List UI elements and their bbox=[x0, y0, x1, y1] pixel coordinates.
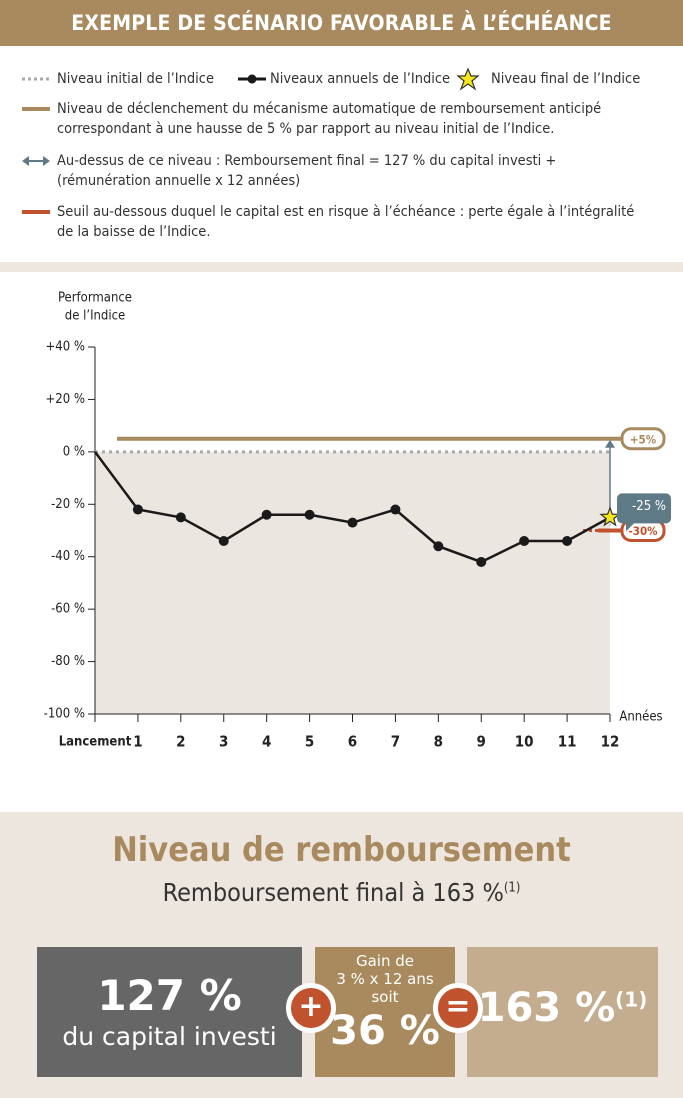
level-badge bbox=[620, 427, 666, 451]
data-point bbox=[562, 535, 573, 546]
box-gain-line: soit bbox=[371, 988, 399, 1006]
y-tick-label: +20 % bbox=[45, 392, 85, 407]
box-total: 163 %(1) bbox=[467, 947, 658, 1077]
legend-entry: correspondant à une hausse de 5 % par ra… bbox=[57, 121, 555, 137]
plot-shade bbox=[95, 451, 610, 714]
box-gain: Gain de 3 % x 12 ans soit 36 % bbox=[315, 947, 455, 1077]
data-point bbox=[433, 541, 444, 552]
data-point bbox=[304, 509, 315, 520]
summary-subtitle: Remboursement final à 163 % bbox=[162, 878, 504, 907]
legend-entry: de la baisse de l’Indice. bbox=[57, 224, 211, 240]
x-tick-label: 11 bbox=[558, 733, 577, 751]
legend-entry: Seuil au-dessous duquel le capital est e… bbox=[57, 204, 635, 220]
x-tick-label: 4 bbox=[262, 733, 271, 751]
box-total-wrap: 163 %(1) bbox=[467, 985, 658, 1031]
x-axis-label: Années bbox=[619, 710, 662, 725]
final-label: -25 % bbox=[632, 499, 666, 514]
data-point bbox=[218, 535, 229, 546]
y-tick-label: 0 % bbox=[63, 444, 85, 459]
data-point bbox=[519, 535, 530, 546]
x-tick-label: 1 bbox=[133, 733, 142, 751]
summary-subtitle-wrap: Remboursement final à 163 %(1) bbox=[0, 878, 683, 907]
legend-entry: Niveau initial de l’Indice bbox=[57, 71, 214, 87]
y-tick-label: -40 % bbox=[51, 549, 85, 564]
chart: Performance de l’Indice Années -100 % -80… bbox=[44, 291, 671, 751]
arrowhead bbox=[605, 439, 615, 448]
legend-dot bbox=[247, 74, 257, 84]
y-axis-label: Performance bbox=[58, 291, 132, 306]
summary-panel: Niveau de remboursement Remboursement fi… bbox=[0, 812, 683, 1098]
data-point bbox=[390, 504, 401, 515]
legend-entry: Au-dessus de ce niveau : Remboursement f… bbox=[57, 153, 557, 169]
plus-sign: + bbox=[286, 983, 336, 1033]
x-tick-label: 8 bbox=[434, 733, 443, 751]
footnote-ref: (1) bbox=[615, 987, 648, 1012]
legend-arrowhead bbox=[43, 156, 50, 166]
x-tick-label: 12 bbox=[601, 733, 620, 751]
data-point bbox=[175, 512, 186, 523]
x-tick-label: 5 bbox=[305, 733, 314, 751]
box-capital-value: 127 % bbox=[97, 971, 242, 1020]
legend-icons bbox=[22, 67, 480, 214]
x-tick-label: 9 bbox=[477, 733, 486, 751]
box-total-value: 163 % bbox=[477, 985, 616, 1031]
box-capital: 127 % du capital investi bbox=[37, 947, 302, 1077]
legend-entry: Niveaux annuels de l’Indice bbox=[270, 71, 451, 87]
legend-entry: Niveau de déclenchement du mécanisme aut… bbox=[57, 101, 602, 117]
box-gain-line: Gain de bbox=[355, 952, 414, 970]
equals-sign: = bbox=[433, 983, 483, 1033]
data-point bbox=[132, 504, 143, 515]
summary-title: Niveau de remboursement bbox=[112, 830, 571, 870]
y-tick-label: -80 % bbox=[51, 654, 85, 669]
level-label: +5% bbox=[630, 432, 657, 446]
legend-entry: Niveau final de l’Indice bbox=[491, 71, 641, 87]
legend-entry: (rémunération annuelle x 12 années) bbox=[57, 173, 301, 189]
x-tick-label: 6 bbox=[348, 733, 357, 751]
final-star bbox=[599, 506, 621, 527]
box-gain-line: 3 % x 12 ans bbox=[336, 970, 434, 988]
legend-arrowhead bbox=[22, 156, 29, 166]
x-tick-label: 3 bbox=[219, 733, 228, 751]
footnote-ref: (1) bbox=[503, 880, 521, 896]
x-tick-label: 7 bbox=[391, 733, 400, 751]
level-label: -30% bbox=[628, 524, 658, 538]
y-tick-label: +40 % bbox=[45, 340, 85, 355]
y-tick-label: -20 % bbox=[51, 497, 85, 512]
box-gain-value: 36 % bbox=[330, 1008, 440, 1054]
data-point bbox=[476, 556, 487, 567]
header-title: EXEMPLE DE SCÉNARIO FAVORABLE À L’ÉCHÉAN… bbox=[0, 0, 683, 46]
x-tick-label: 2 bbox=[176, 733, 185, 751]
legend-star bbox=[456, 67, 480, 91]
y-tick-label: -60 % bbox=[51, 602, 85, 617]
x-tick-label: Lancement bbox=[59, 735, 132, 750]
x-tick-label: 10 bbox=[515, 733, 534, 751]
data-point bbox=[261, 509, 272, 520]
box-capital-text: du capital investi bbox=[62, 1022, 277, 1051]
final-badge bbox=[617, 493, 671, 532]
y-tick-label: -100 % bbox=[44, 707, 85, 722]
y-axis-label: de l’Indice bbox=[65, 309, 125, 324]
data-point bbox=[347, 517, 358, 528]
separator bbox=[0, 262, 683, 272]
